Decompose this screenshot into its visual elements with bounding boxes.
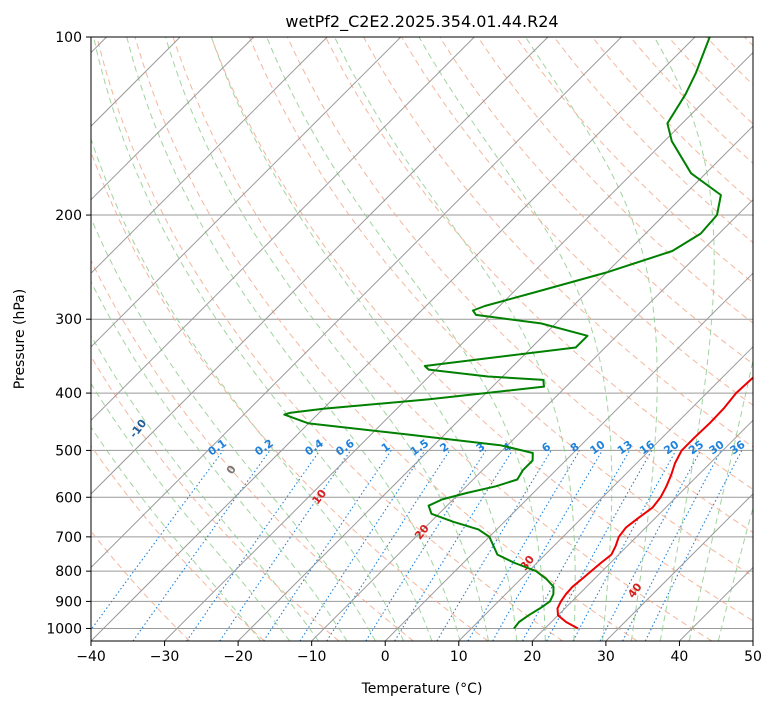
mixing-ratio-line	[572, 450, 677, 641]
moist-adiabat-line	[266, 37, 546, 641]
dry-adiabat-line	[96, 37, 563, 641]
isotherm-line	[91, 37, 549, 495]
dry-adiabat-line	[134, 37, 638, 641]
isotherm-line	[91, 37, 402, 348]
moist-adiabat-line	[91, 382, 291, 641]
x-tick-label: −40	[76, 649, 106, 665]
mixing-ratio-line	[186, 450, 321, 641]
moist-adiabat-line	[93, 37, 433, 641]
dewpoint-profile-line	[283, 37, 722, 630]
moist-adiabat-line	[91, 426, 262, 641]
x-tick-label: −30	[150, 649, 180, 665]
isotherm-line	[311, 198, 753, 641]
moist-adiabat-line	[653, 37, 715, 641]
moist-adiabat-line	[210, 37, 518, 641]
y-tick-label: 400	[55, 386, 82, 402]
plot-area: 0.1 0.2 0.4 0.6 1 1.5 2 3 4 6 8 10 13 16 20 25 30 36-1001…	[91, 37, 753, 641]
dry-adiabat-line	[91, 355, 340, 641]
moist-adiabat-line	[91, 334, 319, 641]
x-tick-label: 10	[450, 649, 468, 665]
moist-adiabat-line	[126, 37, 461, 641]
dry-adiabat-line	[210, 37, 753, 622]
y-tick-label: 800	[55, 564, 82, 580]
isotherm-grid	[91, 37, 753, 641]
dry-adiabat-line	[91, 444, 265, 641]
y-axis: 100 200 300 400 500 600 700 800 900 1000	[46, 30, 91, 637]
isotherm-line	[237, 125, 753, 641]
x-axis-label: Temperature (°C)	[361, 681, 483, 697]
moist-adiabat-line	[524, 37, 658, 641]
isotherm-line	[605, 493, 753, 641]
y-tick-label: 200	[55, 208, 82, 224]
mixing-ratio-line	[326, 450, 451, 641]
dry-adiabat-line	[248, 37, 753, 577]
y-tick-label: 100	[55, 30, 82, 46]
x-tick-label: −10	[297, 649, 327, 665]
y-tick-label: 500	[55, 443, 82, 459]
sounding-series	[283, 37, 753, 630]
x-tick-label: 30	[597, 649, 615, 665]
y-tick-label: 700	[55, 530, 82, 546]
temperature-profile-line	[556, 376, 753, 630]
moist-adiabat-line	[717, 505, 753, 641]
mixing-ratio-line	[219, 450, 352, 641]
moist-adiabat-line	[688, 357, 753, 641]
x-tick-label: 50	[744, 649, 762, 665]
moist-adiabat-line	[91, 280, 348, 641]
x-tick-label: 20	[523, 649, 541, 665]
isotherm-line	[164, 51, 753, 641]
mixing-ratio-line	[546, 450, 653, 641]
moist-adiabat-line	[91, 217, 376, 641]
x-tick-label: 40	[671, 649, 689, 665]
y-tick-label: 900	[55, 594, 82, 610]
chart-title: wetPf2_C2E2.2025.354.01.44.R24	[285, 12, 558, 32]
dry-adiabat-line	[286, 37, 753, 534]
y-tick-label: 600	[55, 490, 82, 506]
isotherm-line	[91, 37, 622, 569]
mixing-ratio-line	[522, 450, 631, 641]
isotherm-line	[91, 37, 475, 422]
isotherm-line	[91, 37, 696, 641]
dry-adiabat-line	[515, 37, 753, 284]
isotherm-line	[384, 272, 753, 641]
y-axis-label: Pressure (hPa)	[12, 289, 28, 389]
dry-adiabat-line	[91, 259, 414, 641]
mixing-ratio-line	[299, 450, 426, 641]
mixing-ratio-line	[263, 450, 392, 641]
x-axis: −40 −30 −20 −10 0 10 20 30 40 50	[76, 641, 762, 665]
mixing-ratio-line	[91, 450, 224, 631]
isotherm-line	[458, 346, 753, 641]
y-tick-label: 300	[55, 312, 82, 328]
isotherm-line	[91, 37, 255, 201]
x-tick-label: −20	[223, 649, 253, 665]
mixing-ratio-line	[644, 450, 743, 641]
plot-frame	[90, 36, 754, 642]
dry-adiabat-line	[325, 37, 753, 490]
x-tick-label: 0	[381, 649, 390, 665]
mixing-ratio-line	[394, 450, 513, 641]
y-tick-label: 1000	[46, 621, 82, 637]
moist-adiabat-line	[91, 137, 405, 641]
isobar-grid	[91, 37, 753, 629]
isotherm-line	[531, 419, 753, 641]
isotherm-line	[91, 37, 328, 274]
